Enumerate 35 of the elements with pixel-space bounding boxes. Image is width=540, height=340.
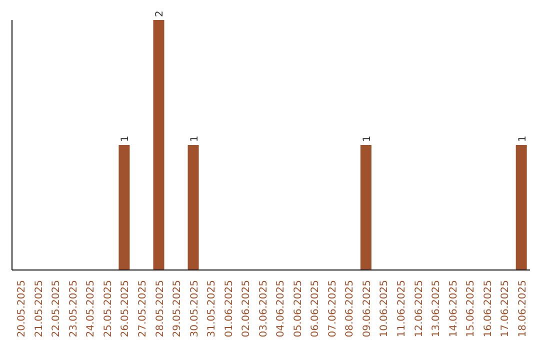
data-label: 1 <box>362 136 373 142</box>
x-tick-label: 30.05.2025 <box>189 280 200 338</box>
x-tick-label: 28.05.2025 <box>154 280 166 338</box>
x-tick-label: 17.06.2025 <box>500 280 512 338</box>
data-label: 1 <box>189 136 200 142</box>
x-tick-label: 31.05.2025 <box>206 280 218 338</box>
x-tick-label: 25.05.2025 <box>102 280 114 338</box>
x-tick-label: 29.05.2025 <box>172 280 184 338</box>
x-tick-label: 12.06.2025 <box>414 280 425 338</box>
x-tick-label: 13.06.2025 <box>431 280 442 338</box>
x-tick-label: 18.06.2025 <box>517 280 528 338</box>
x-tick-label: 07.06.2025 <box>327 280 338 338</box>
x-tick-label: 22.05.2025 <box>51 280 62 338</box>
x-tick-label: 26.05.2025 <box>120 280 132 338</box>
x-tick-label: 04.06.2025 <box>276 280 287 338</box>
data-label: 2 <box>154 10 166 17</box>
x-tick-label: 08.06.2025 <box>344 280 356 338</box>
data-label: 1 <box>120 136 132 142</box>
x-tick-label: 06.06.2025 <box>310 280 322 338</box>
x-tick-label: 15.06.2025 <box>466 280 477 338</box>
x-tick-label: 27.05.2025 <box>138 280 148 338</box>
x-tick-label: 24.05.2025 <box>86 280 97 338</box>
x-tick-label: 09.06.2025 <box>362 280 373 338</box>
x-tick-label: 11.06.2025 <box>396 280 408 338</box>
x-tick-label: 03.06.2025 <box>258 280 270 338</box>
data-label: 1 <box>517 136 528 142</box>
x-tick-label: 21.05.2025 <box>34 280 45 338</box>
x-tick-label: 14.06.2025 <box>448 280 460 338</box>
x-tick-label: 10.06.2025 <box>379 280 390 338</box>
x-tick-label: 02.06.2025 <box>241 280 252 338</box>
x-tick-label: 23.05.2025 <box>68 280 80 338</box>
x-tick-label: 20.05.2025 <box>16 280 28 338</box>
x-tick-label: 05.06.2025 <box>292 280 304 338</box>
x-tick-label: 16.06.2025 <box>482 280 494 338</box>
x-tick-label: 01.06.2025 <box>224 280 235 338</box>
